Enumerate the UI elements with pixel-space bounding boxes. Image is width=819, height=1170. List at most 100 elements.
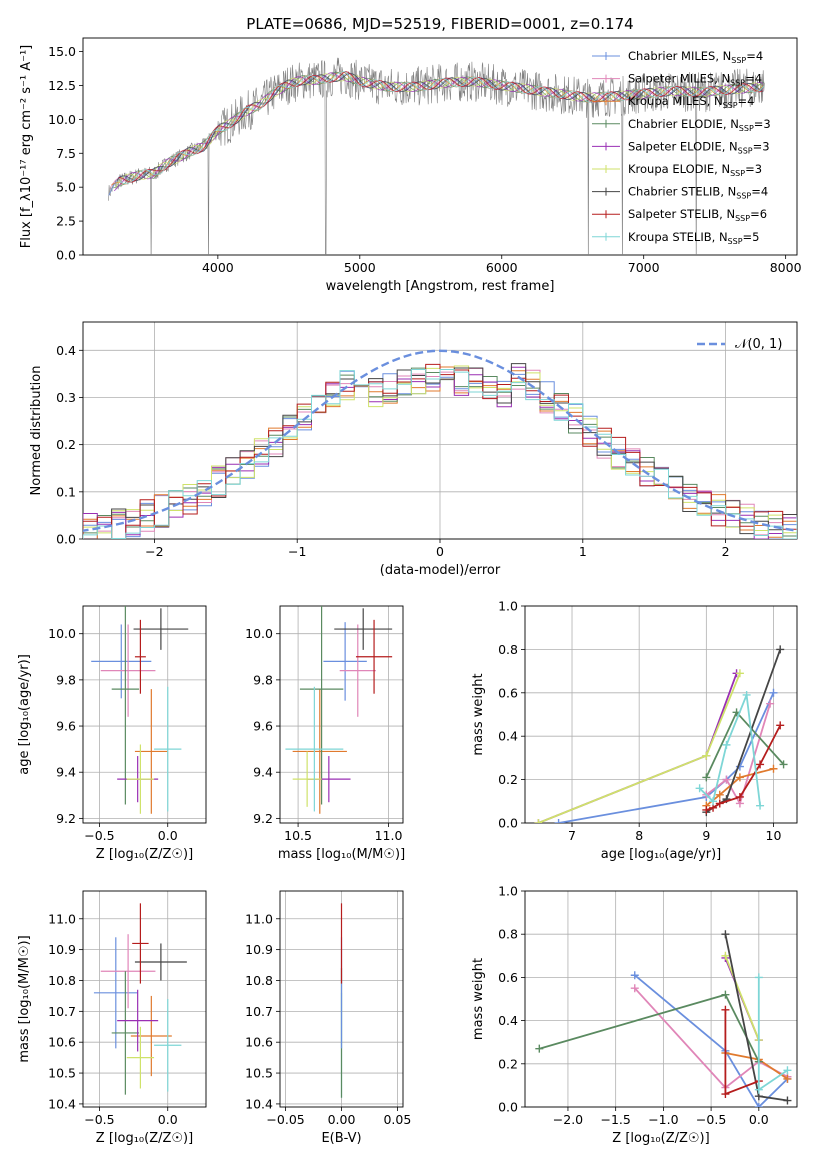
x-tick-label: −0.05 — [266, 1112, 304, 1127]
legend-suffix: =3 — [745, 162, 762, 176]
x-tick-label: 0.0 — [749, 1112, 769, 1127]
legend-nssp: N — [729, 139, 738, 153]
x-tick-label: 7000 — [628, 260, 660, 275]
x-axis-label: age [log₁₀(age/yr)] — [601, 847, 722, 862]
weight-marker — [756, 760, 765, 769]
x-tick-label: 10.5 — [284, 828, 312, 843]
y-axis-label: age [log₁₀(age/yr)] — [17, 654, 32, 775]
weight-marker — [722, 740, 731, 749]
weight-marker — [535, 1044, 544, 1053]
model-spectrum-line-8 — [119, 71, 765, 185]
legend-suffix: =3 — [754, 117, 771, 131]
weight-marker — [702, 751, 711, 760]
weight-marker — [715, 799, 724, 808]
x-tick-label: 2 — [722, 544, 730, 559]
y-tick-label: 0.2 — [498, 772, 518, 787]
legend-suffix: =5 — [743, 230, 760, 244]
y-tick-label: 0.0 — [498, 816, 518, 831]
weight-marker — [783, 1096, 792, 1105]
y-tick-label: 10.6 — [48, 1035, 76, 1050]
legend-name: Chabrier STELIB, — [628, 185, 728, 199]
y-tick-label: 10.7 — [245, 1004, 273, 1019]
legend-label-3: Chabrier ELODIE, NSSP=3 — [628, 117, 771, 133]
x-tick-label: −1 — [288, 544, 306, 559]
x-tick-label: 6000 — [486, 260, 518, 275]
age-vs-mass-plot-area — [285, 606, 393, 814]
legend-label-1: Salpeter MILES, NSSP=4 — [628, 72, 762, 88]
weight-vs-z-plot-area — [535, 930, 792, 1107]
model-spectrum-line-3 — [112, 71, 765, 189]
x-tick-label: −1.0 — [648, 1112, 678, 1127]
x-tick-label: −2 — [145, 544, 163, 559]
y-tick-label: 0.2 — [498, 1056, 518, 1071]
weight-line-5 — [724, 955, 760, 1041]
y-tick-label: 10.0 — [48, 112, 76, 127]
weight-marker — [721, 951, 730, 960]
legend-suffix: =4 — [738, 94, 755, 108]
axes-frame — [524, 605, 798, 824]
x-tick-label: 0.0 — [158, 828, 178, 843]
x-tick-label: 10 — [766, 828, 782, 843]
legend-nssp-sub: SSP — [730, 169, 745, 178]
legend-name: Salpeter STELIB, — [628, 207, 726, 221]
x-axis-label: Z [log₁₀(Z/Z☉)] — [96, 847, 193, 862]
weight-marker — [776, 721, 785, 730]
y-tick-label: 9.6 — [56, 719, 76, 734]
legend-name: Kroupa STELIB, — [628, 230, 719, 244]
y-tick-label: 5.0 — [56, 180, 76, 195]
axes-frame — [82, 605, 207, 824]
legend-nssp-sub: SSP — [728, 237, 743, 246]
weight-marker — [709, 797, 718, 806]
y-tick-label: 0.6 — [498, 970, 518, 985]
axes-frame — [524, 890, 798, 1108]
x-tick-label: 5000 — [344, 260, 376, 275]
x-tick-label: 8000 — [770, 260, 802, 275]
y-tick-label: 9.2 — [56, 811, 76, 826]
x-axis-label: Z [log₁₀(Z/Z☉)] — [612, 1131, 709, 1146]
y-tick-label: 10.8 — [48, 973, 76, 988]
x-tick-label: −0.5 — [696, 1112, 726, 1127]
y-tick-label: 0.8 — [498, 927, 518, 942]
y-tick-label: 0.8 — [498, 642, 518, 657]
legend-nssp: N — [726, 207, 735, 221]
x-tick-label: 9 — [702, 828, 710, 843]
spectrum-plot-area — [108, 57, 765, 255]
legend-nssp: N — [721, 72, 730, 86]
legend-suffix: =6 — [750, 207, 767, 221]
normal-legend-label: 𝒩(0, 1) — [735, 337, 782, 352]
legend-nssp-sub: SSP — [723, 101, 738, 110]
legend-nssp-sub: SSP — [736, 192, 751, 201]
x-axis-label: E(B-V) — [321, 1131, 361, 1146]
y-tick-label: 10.4 — [48, 1096, 76, 1111]
weight-marker — [721, 930, 730, 939]
legend-nssp: N — [723, 49, 732, 63]
panel-age-vs-z: −0.5 0.0 9.2 9.4 9.6 9.8 10.0 Z [log₁₀(Z/Z☉)] ag… — [17, 605, 207, 862]
axes-frame — [82, 37, 798, 256]
weight-marker — [715, 790, 724, 799]
y-tick-label: 0.1 — [56, 484, 76, 499]
y-tick-label: 10.5 — [48, 1066, 76, 1081]
age-vs-z-plot-area — [91, 606, 189, 814]
y-axis-label: mass weight — [471, 673, 486, 755]
x-tick-label: 11.0 — [375, 828, 403, 843]
legend-label-4: Salpeter ELODIE, NSSP=3 — [628, 139, 770, 155]
x-tick-label: 0.00 — [328, 1112, 356, 1127]
y-tick-label: 15.0 — [48, 44, 76, 59]
legend-label-7: Salpeter STELIB, NSSP=6 — [628, 207, 767, 223]
weight-marker — [695, 784, 704, 793]
panel-mass-vs-ebv: −0.05 0.00 0.05 10.4 10.5 10.6 10.7 10.8 10.9 11.… — [245, 890, 411, 1146]
y-tick-label: 0.6 — [498, 685, 518, 700]
y-axis-label: mass [log₁₀(M/M☉)] — [17, 935, 32, 1062]
weight-marker — [735, 773, 744, 782]
y-tick-label: 10.6 — [245, 1035, 273, 1050]
legend-label-5: Kroupa ELODIE, NSSP=3 — [628, 162, 762, 178]
weight-marker — [630, 971, 639, 980]
y-tick-label: 0.2 — [56, 437, 76, 452]
panel-weight-vs-z: −2.0 −1.5 −1.0 −0.5 0.0 0.0 0.2 0.4 0.6 0.8 1.0 Z [… — [471, 884, 798, 1146]
y-tick-label: 10.9 — [48, 942, 76, 957]
y-tick-label: 9.4 — [253, 765, 273, 780]
axes-frame — [279, 605, 404, 824]
y-axis-label: Normed distribution — [29, 366, 44, 496]
weight-vs-age-plot-area — [534, 645, 788, 823]
